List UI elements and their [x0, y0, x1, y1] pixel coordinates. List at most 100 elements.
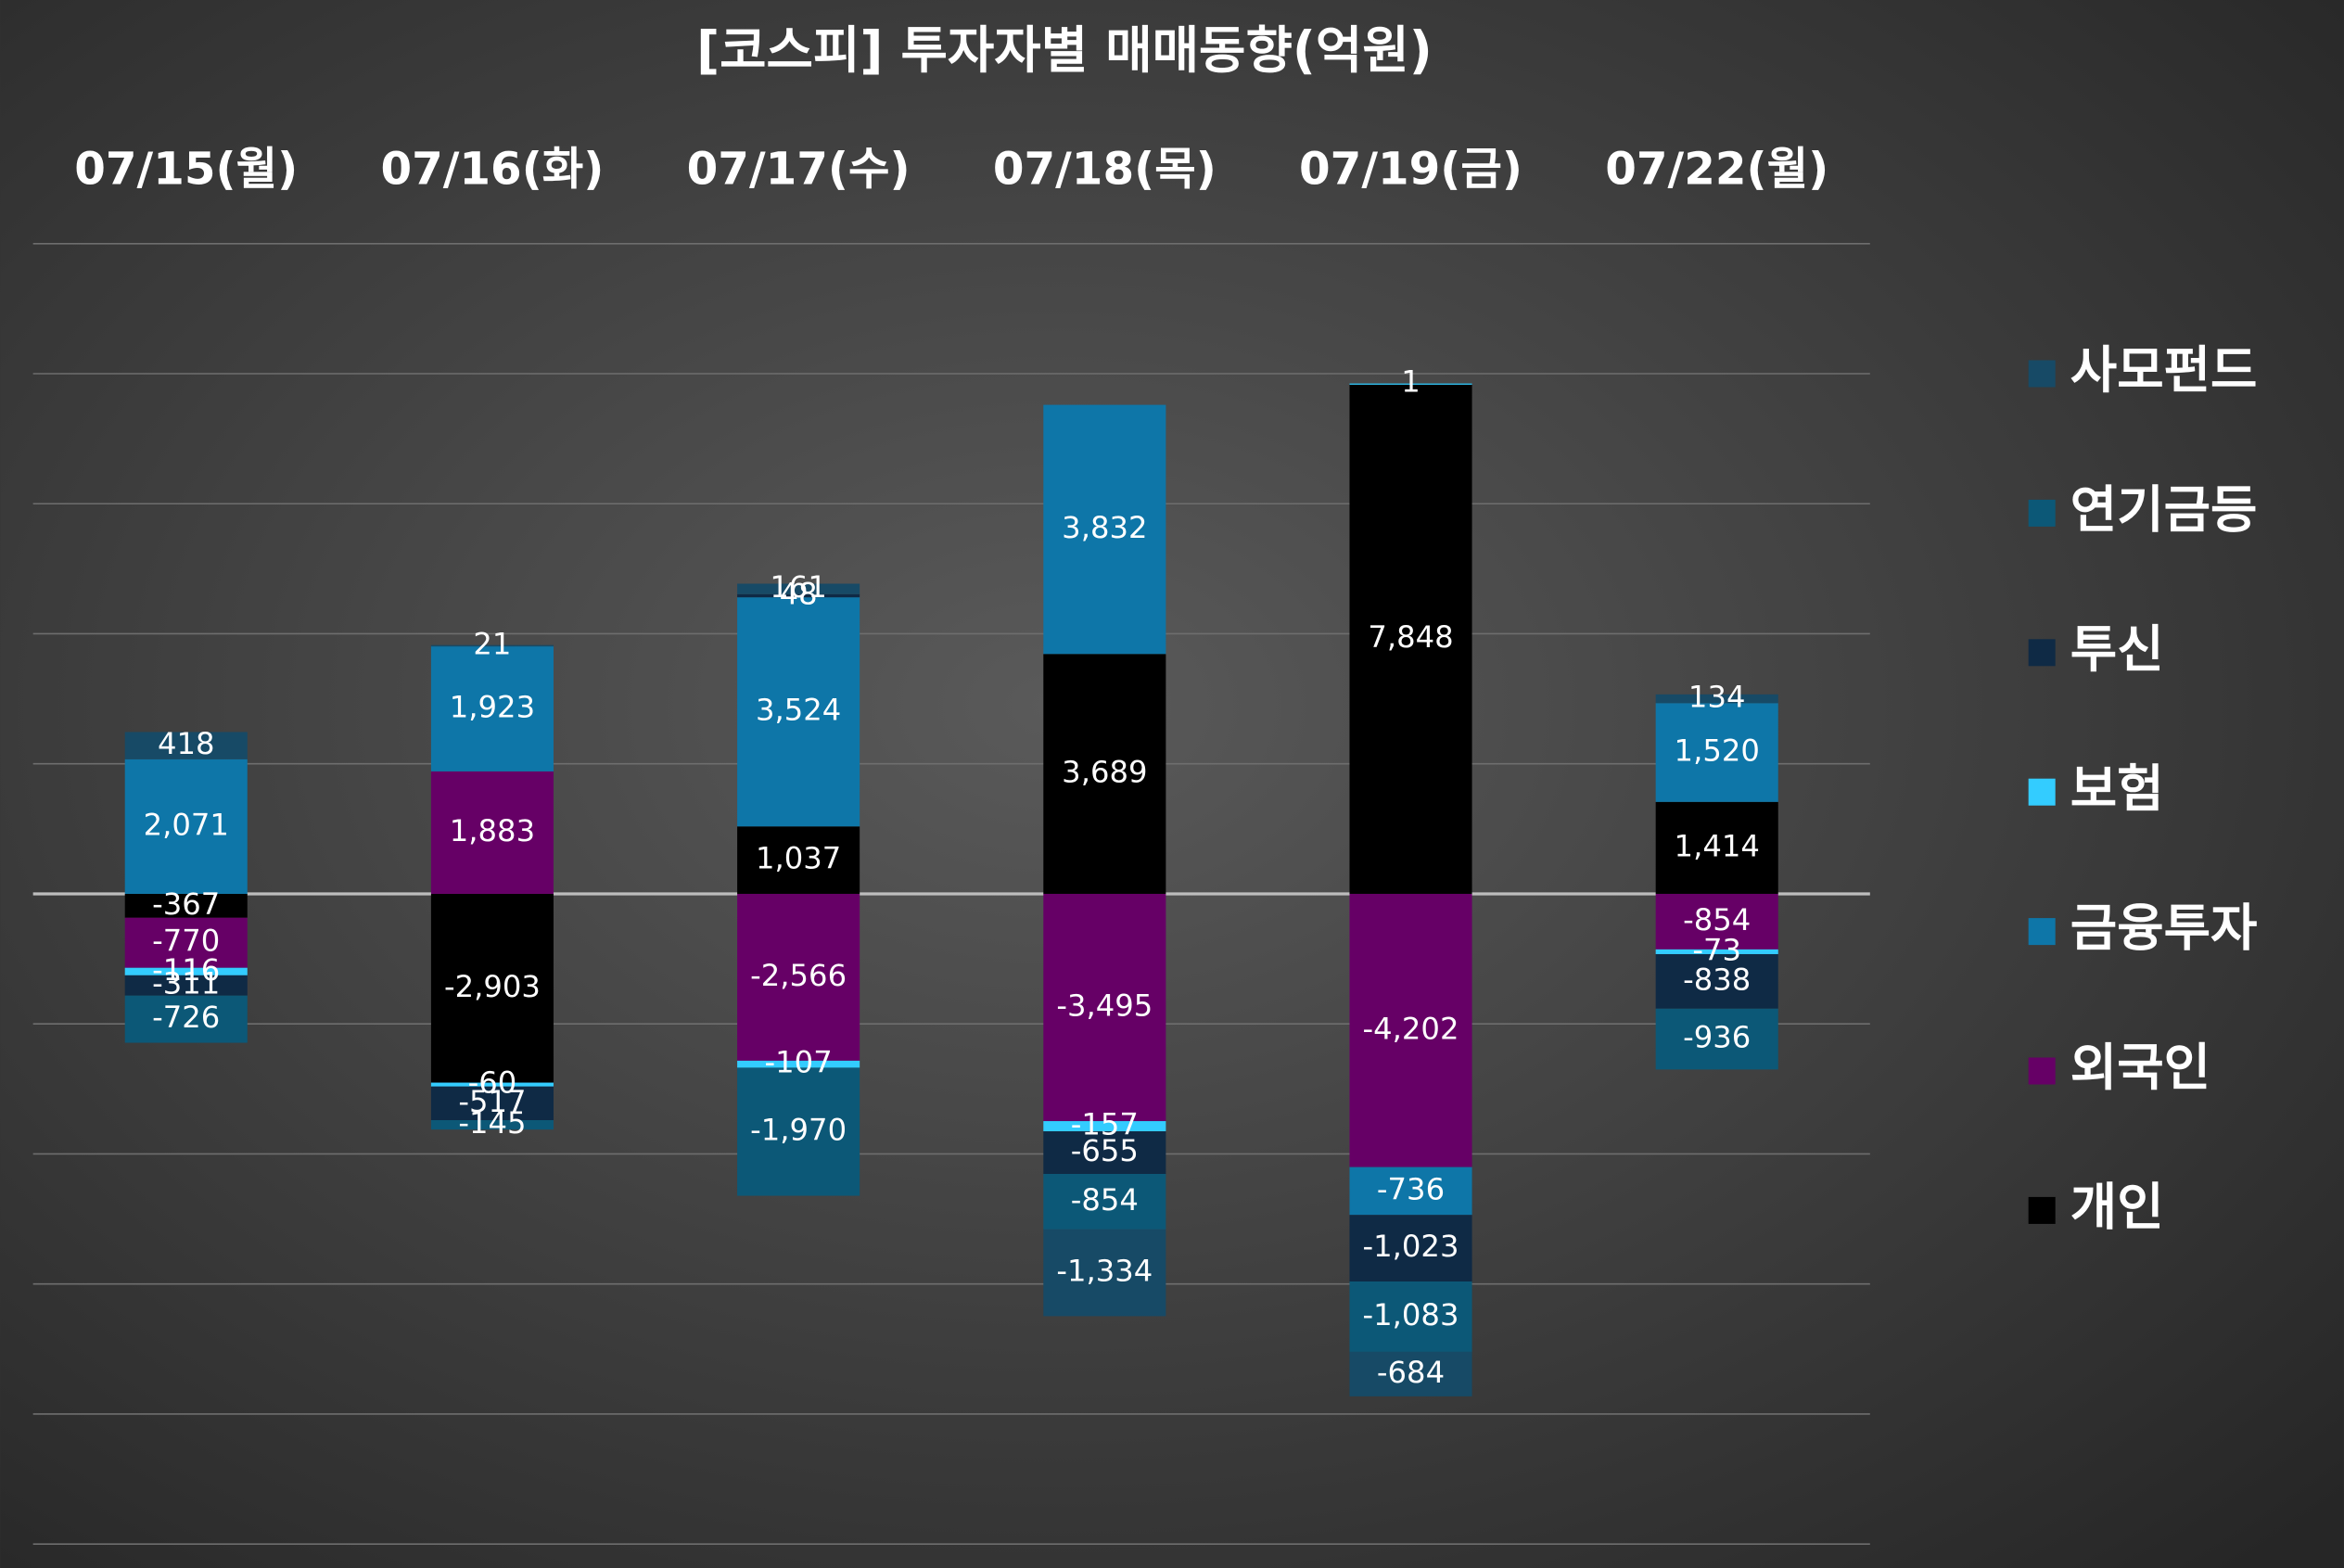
data-label: 7,848: [1368, 619, 1453, 655]
bar-segment: [124, 759, 248, 894]
legend-swatch: [2028, 360, 2056, 388]
bar-segment: [124, 975, 248, 996]
data-label: 1: [1401, 364, 1420, 400]
x-category-label: 07/16(화): [380, 143, 604, 195]
data-label: -73: [1692, 932, 1741, 967]
bar-segment: [1349, 383, 1472, 894]
bar-segment: [430, 1120, 554, 1130]
bars: [124, 383, 1778, 1396]
bar-segment: [430, 1086, 554, 1121]
bar-segment: [1043, 654, 1166, 894]
bar-segment: [124, 893, 248, 918]
legend-label: 외국인: [2070, 1038, 2210, 1097]
legend: 개인 외국인 금융투자 보험 투신 연기금등 사모펀드: [2028, 340, 2258, 1237]
data-label: 3,689: [1062, 755, 1147, 790]
legend-swatch: [2028, 1196, 2056, 1224]
data-label: -116: [152, 952, 220, 988]
bar-segment: [430, 771, 554, 894]
data-label: -936: [1683, 1020, 1751, 1055]
data-label: -726: [152, 1000, 220, 1035]
bar-segment: [430, 1082, 554, 1087]
bar-segment: [430, 893, 554, 1083]
bar-segment: [124, 967, 248, 975]
data-label: -311: [152, 966, 220, 1001]
bar-segment: [1043, 1121, 1166, 1132]
bar-segment: [737, 826, 860, 894]
legend-label: 사모펀드: [2070, 340, 2258, 400]
data-label: -367: [152, 886, 220, 922]
data-label: 1,520: [1675, 733, 1760, 769]
data-label: -736: [1377, 1171, 1445, 1206]
data-label: -1,023: [1363, 1229, 1459, 1264]
bar-segment: [1349, 1215, 1472, 1281]
data-label: -107: [765, 1045, 833, 1080]
data-label: -1,083: [1363, 1297, 1459, 1332]
data-label: 134: [1688, 680, 1746, 715]
data-label: -2,903: [444, 969, 541, 1004]
bar-segment: [1655, 694, 1778, 704]
bar-segment: [1655, 801, 1778, 894]
data-label: -517: [458, 1084, 526, 1119]
bar-segment: [1655, 893, 1778, 950]
data-label: -838: [1683, 962, 1751, 997]
data-label: 21: [473, 626, 511, 661]
data-label: -157: [1071, 1107, 1139, 1142]
data-label: -770: [152, 924, 220, 959]
bar-segment: [737, 583, 860, 594]
data-label: -145: [458, 1105, 526, 1141]
bar-segment: [1043, 893, 1166, 1122]
data-label: 1,883: [450, 813, 535, 848]
bar-segment: [1349, 1281, 1472, 1352]
bar-segment: [737, 597, 860, 827]
data-label: 418: [158, 726, 215, 761]
bar-segment: [1043, 1131, 1166, 1175]
bar-segment: [1043, 404, 1166, 655]
data-label: 1,923: [450, 690, 535, 725]
data-label: -3,495: [1056, 988, 1153, 1024]
legend-swatch: [2028, 499, 2056, 527]
bar-segment: [1655, 953, 1778, 1009]
legend-swatch: [2028, 918, 2056, 946]
x-category-label: 07/15(월): [74, 143, 298, 195]
data-label: -1,334: [1056, 1254, 1153, 1289]
bar-segment: [737, 593, 860, 598]
bar-segment: [430, 646, 554, 771]
data-label: 161: [770, 569, 827, 605]
data-label: 48: [780, 576, 818, 611]
legend-label: 금융투자: [2070, 899, 2258, 958]
data-label: 3,832: [1062, 510, 1147, 545]
bar-segment: [1349, 383, 1472, 385]
bar-segment: [1655, 949, 1778, 954]
data-label: -684: [1377, 1355, 1445, 1390]
bar-segment: [430, 644, 554, 647]
data-label: 2,071: [144, 807, 229, 842]
legend-swatch: [2028, 639, 2056, 667]
x-category-label: 07/17(수): [687, 143, 911, 195]
data-label: 1,037: [756, 841, 841, 876]
bar-segment: [737, 1067, 860, 1196]
bar-segment: [1349, 1166, 1472, 1216]
bar-segment: [124, 917, 248, 968]
bar-segment: [1655, 1008, 1778, 1070]
x-category-label: 07/22(월): [1605, 143, 1828, 195]
bar-segment: [124, 732, 248, 759]
data-label: -2,566: [750, 958, 847, 993]
data-label: -854: [1071, 1182, 1139, 1217]
bar-segment: [1349, 1351, 1472, 1396]
data-label: 3,524: [756, 693, 841, 728]
bar-segment: [737, 1060, 860, 1068]
bar-segment: [1655, 703, 1778, 802]
legend-swatch: [2028, 778, 2056, 806]
legend-label: 투신: [2070, 619, 2164, 679]
bar-segment: [737, 893, 860, 1061]
legend-label: 연기금등: [2070, 480, 2258, 540]
labels: 07/15(월) -367-770 2,071 -116-311-726 418 07/1…: [74, 143, 1828, 1390]
data-label: 1,414: [1675, 828, 1760, 863]
data-label: -1,970: [750, 1112, 847, 1147]
x-category-label: 07/19(금): [1299, 143, 1522, 195]
data-label: -655: [1071, 1133, 1139, 1168]
data-label: -4,202: [1363, 1011, 1459, 1046]
x-category-label: 07/18(목): [993, 143, 1217, 195]
